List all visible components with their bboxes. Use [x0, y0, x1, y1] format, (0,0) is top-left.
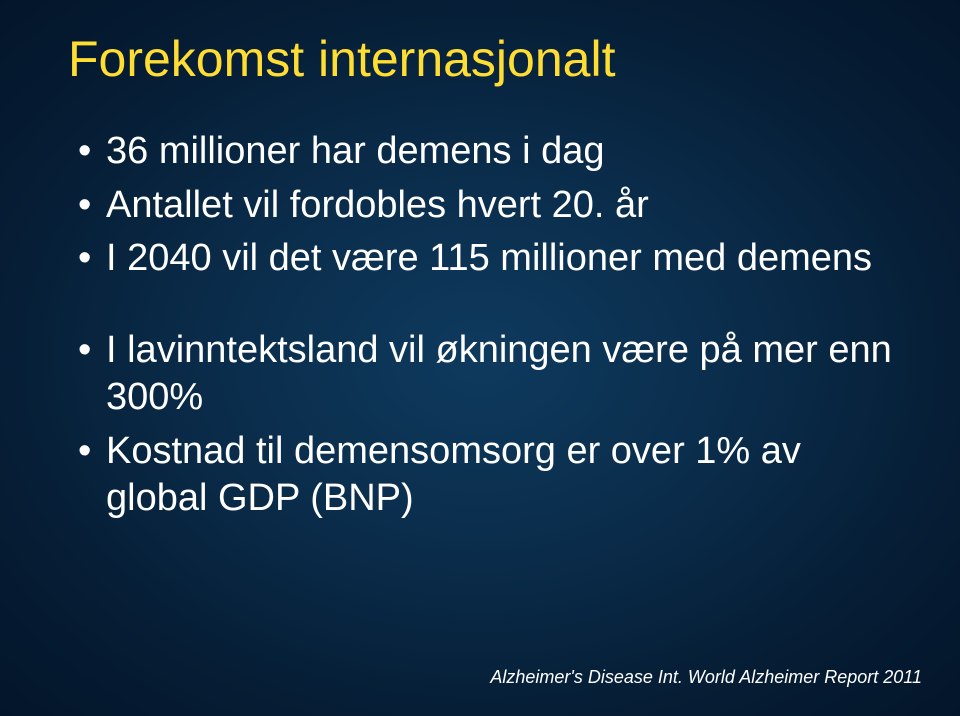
list-item: 36 millioner har demens i dag	[78, 128, 900, 176]
list-item: Kostnad til demensomsorg er over 1% av g…	[78, 428, 900, 523]
list-item: I lavinntektsland vil økningen være på m…	[78, 327, 900, 422]
bullet-list-2: I lavinntektsland vil økningen være på m…	[60, 327, 900, 523]
bullet-list-1: 36 millioner har demens i dag Antallet v…	[60, 128, 900, 283]
list-item: Antallet vil fordobles hvert 20. år	[78, 182, 900, 230]
list-item: I 2040 vil det være 115 millioner med de…	[78, 235, 900, 283]
spacer	[60, 289, 900, 327]
slide-container: Forekomst internasjonalt 36 millioner ha…	[0, 0, 960, 716]
slide-title: Forekomst internasjonalt	[68, 30, 900, 88]
citation-text: Alzheimer's Disease Int. World Alzheimer…	[490, 667, 922, 688]
